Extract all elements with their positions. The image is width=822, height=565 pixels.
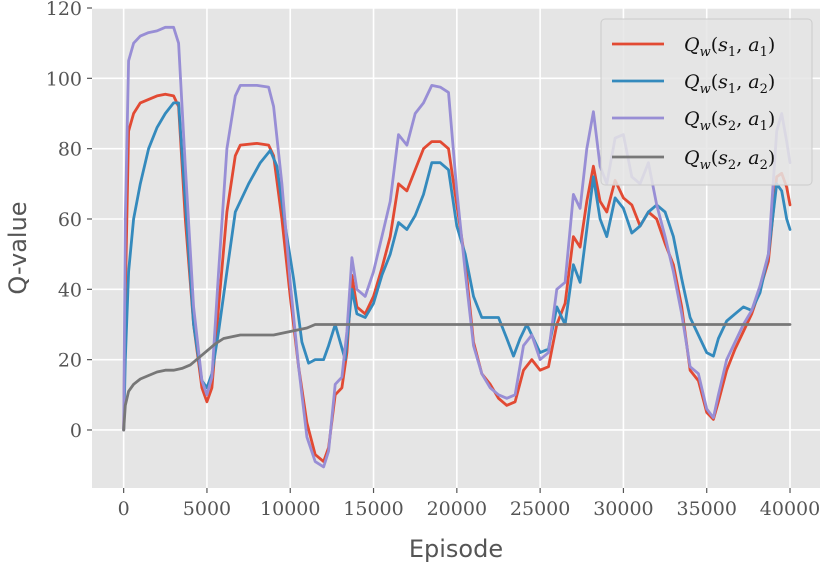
x-tick-label: 0 (118, 498, 130, 520)
y-tick-label: 20 (58, 350, 82, 372)
x-tick-label: 5000 (183, 498, 231, 520)
y-tick-label: 80 (58, 139, 82, 161)
y-axis-ticks: 0 20 40 60 80 100 120 (46, 0, 92, 442)
x-tick-label: 35000 (676, 498, 736, 520)
y-tick-label: 60 (58, 209, 82, 231)
x-tick-label: 10000 (260, 498, 320, 520)
y-tick-label: 120 (46, 0, 82, 20)
x-tick-label: 20000 (427, 498, 487, 520)
legend-label-1: Qw(s1, a1) (684, 34, 775, 60)
series-line-3 (122, 25, 792, 469)
x-tick-label: 40000 (760, 498, 820, 520)
legend-label-2: Qw(s1, a2) (684, 71, 775, 97)
legend-label-4: Qw(s2, a2) (684, 147, 775, 173)
y-axis-label: Q-value (4, 201, 32, 294)
series-group (122, 25, 792, 469)
y-tick-label: 40 (58, 279, 82, 301)
series-line-2 (122, 101, 792, 432)
series-line-4 (122, 323, 792, 432)
legend-label-3: Qw(s2, a1) (684, 108, 775, 134)
x-axis-ticks: 0 5000 10000 15000 20000 25000 30000 35000 40000 (118, 488, 820, 520)
y-tick-label: 100 (46, 68, 82, 90)
x-tick-label: 30000 (593, 498, 653, 520)
legend: Qw(s1, a1) Qw(s1, a2) Qw(s2, a1) Qw(s2, a2) (600, 18, 813, 186)
x-axis-label: Episode (409, 535, 503, 563)
x-tick-label: 15000 (343, 498, 403, 520)
legend-box (600, 18, 813, 186)
x-tick-label: 25000 (510, 498, 570, 520)
y-tick-label: 0 (70, 420, 82, 442)
